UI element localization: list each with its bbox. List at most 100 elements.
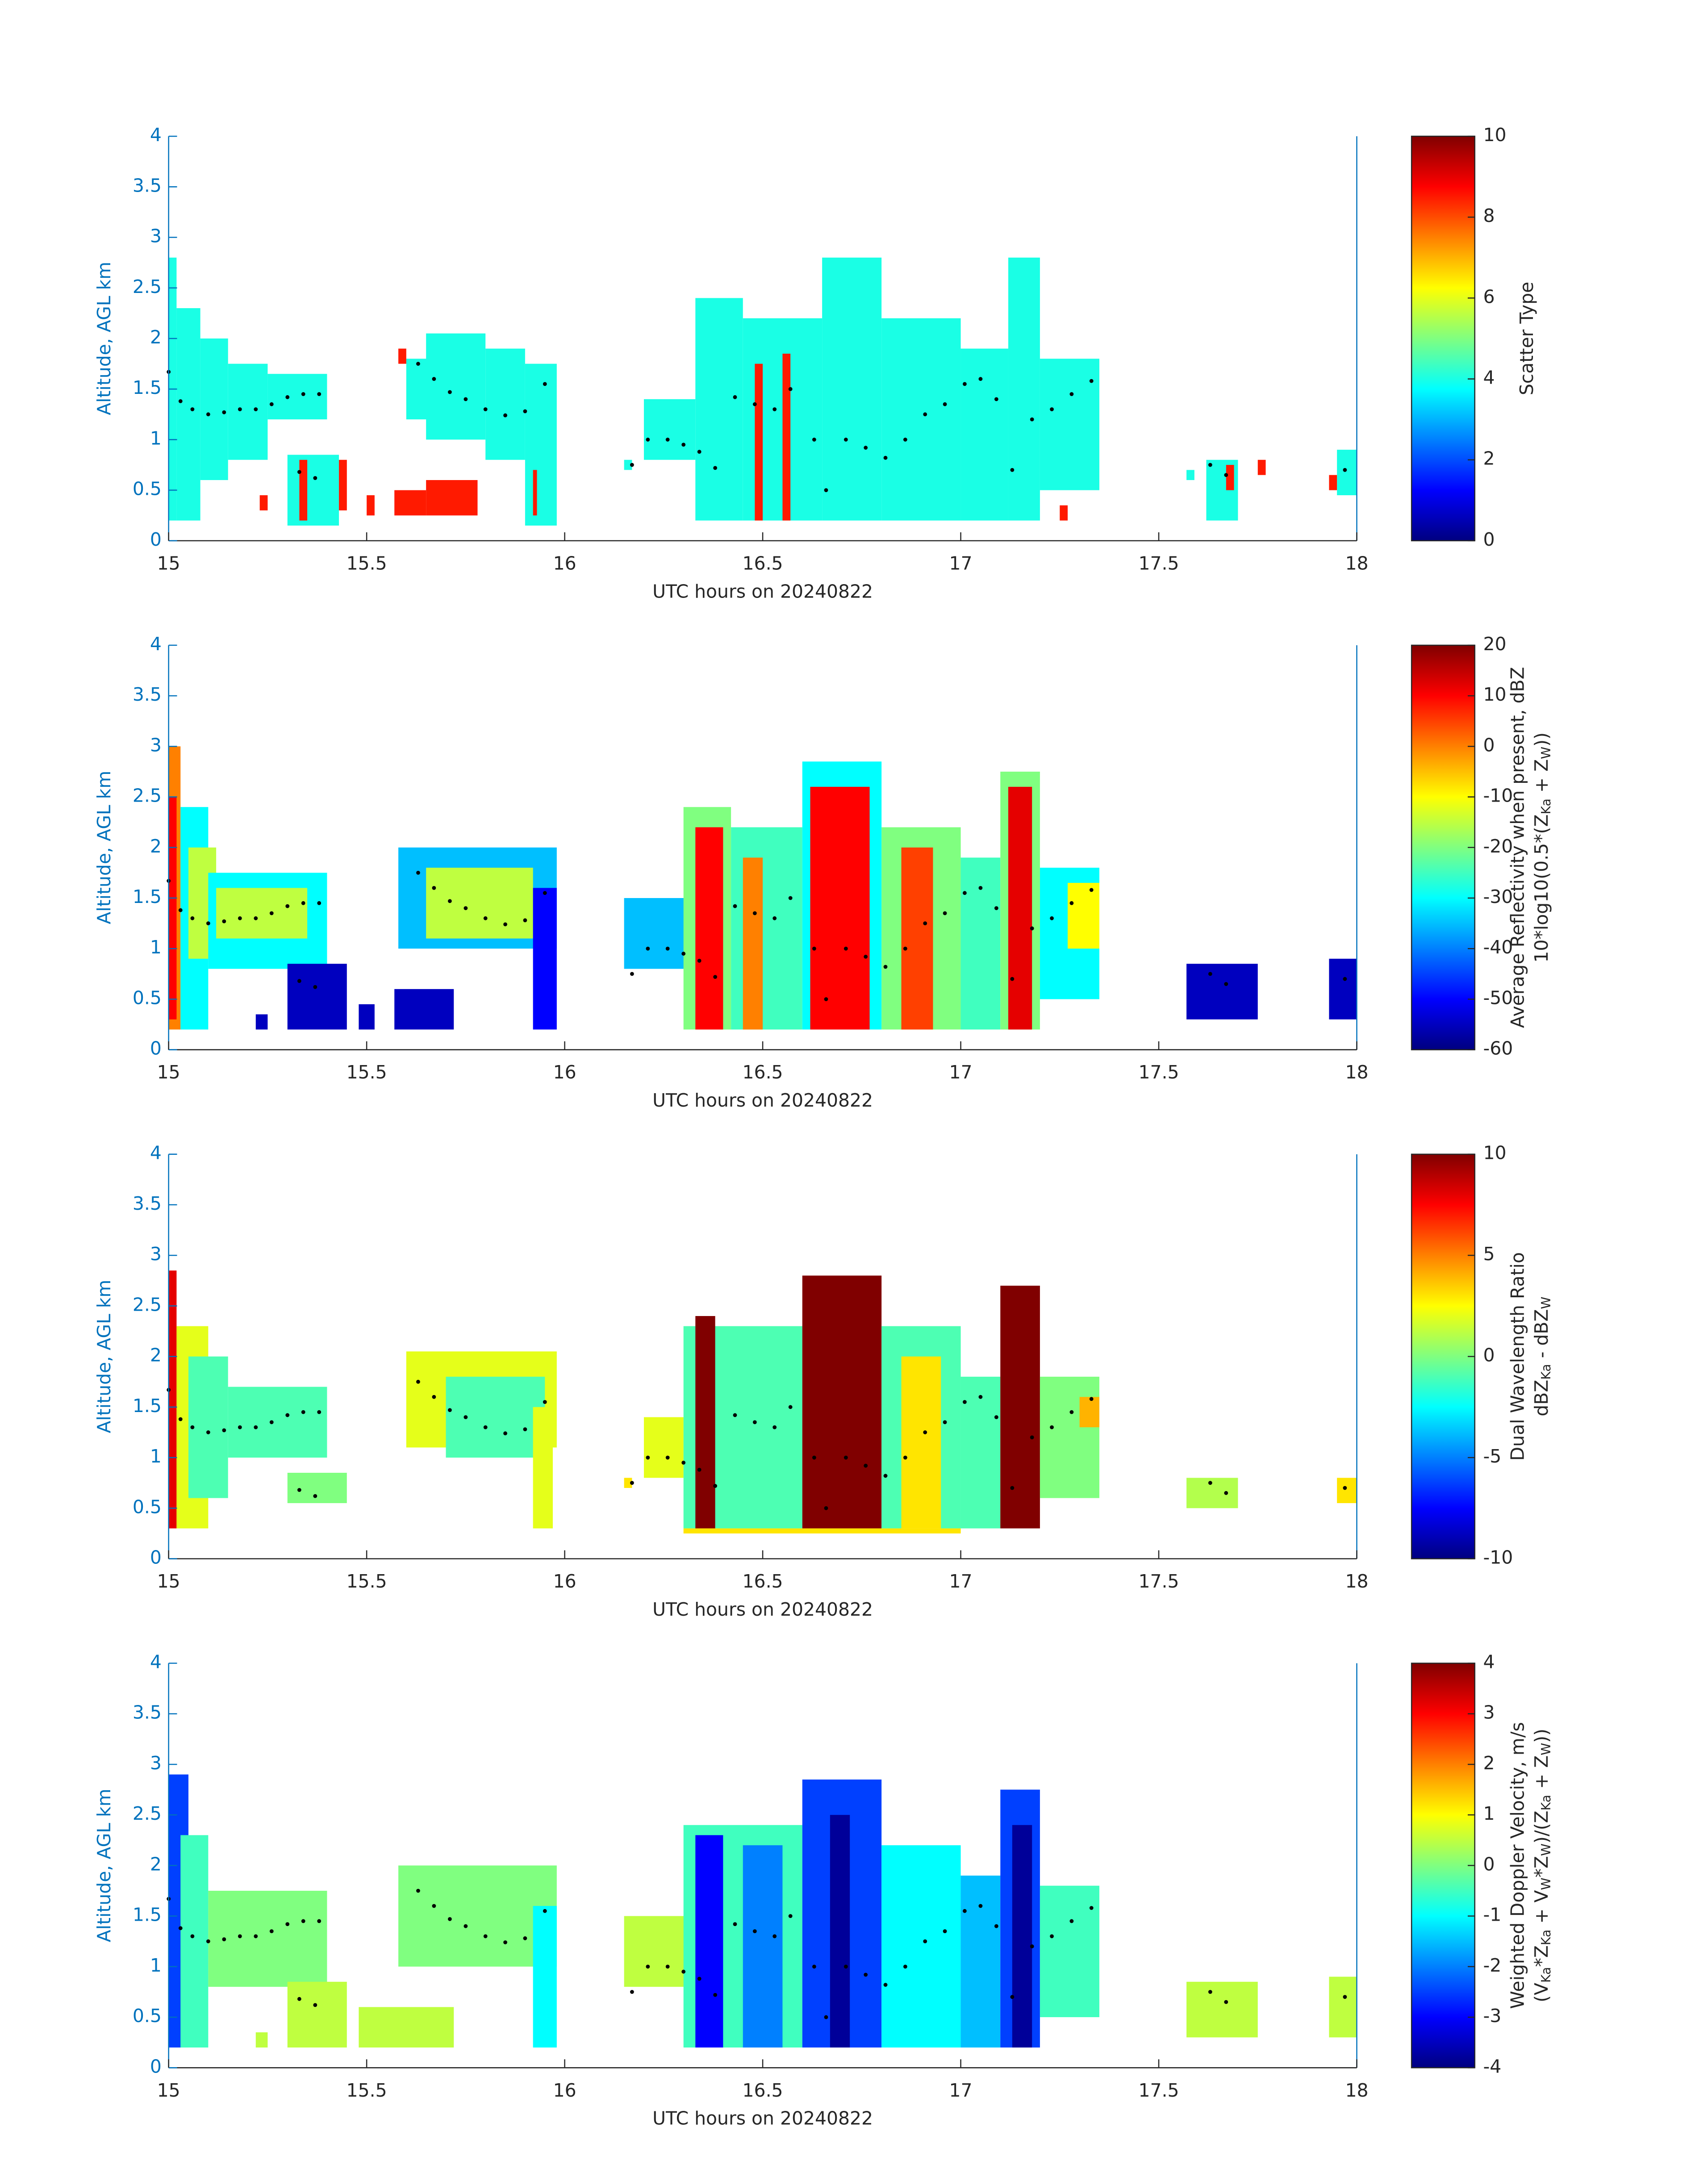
cloud-base-dot [773, 1425, 777, 1429]
echo-cell [228, 364, 268, 460]
echo-cell [359, 2007, 454, 2048]
y-tick-label: 3 [150, 734, 162, 756]
echo-cell [1226, 465, 1234, 490]
cloud-base-dot [1030, 417, 1034, 422]
echo-cell [398, 348, 406, 364]
cloud-base-dot [923, 412, 927, 417]
x-tick-label: 15 [157, 1061, 180, 1083]
cloud-base-dot [994, 1924, 998, 1928]
cloud-base-dot [864, 446, 868, 450]
cloud-base-dot [713, 466, 718, 470]
cloud-base-dot [1224, 473, 1228, 477]
label-part: Weighted Doppler Velocity, m/s [1507, 1722, 1528, 2009]
cloud-base-dot [630, 463, 634, 467]
y-tick-label: 3.5 [133, 1702, 162, 1723]
label-part: )/(Z [1531, 1810, 1552, 1843]
y-tick-label: 3 [150, 1752, 162, 1774]
echo-cell [830, 1815, 850, 2048]
cloud-base-dot [301, 392, 305, 396]
cloud-base-dot [190, 1425, 195, 1429]
cloud-base-dot [1224, 2000, 1228, 2004]
cloud-base-dot [503, 922, 507, 927]
echo-cell [1257, 460, 1266, 475]
label-part: - dBZ [1531, 1309, 1552, 1364]
colorbar-tick-label: 6 [1483, 286, 1495, 307]
x-tick-label: 15.5 [347, 1571, 387, 1592]
x-tick-label: 16.5 [743, 552, 783, 574]
cloud-base-dot [317, 392, 322, 396]
cloud-base-dot [788, 896, 793, 900]
echo-cell [810, 786, 870, 1030]
echo-cell [1040, 1885, 1099, 2018]
colorbar-label: (VKa*ZKa + VW*ZW)/(ZKa + ZW)) [1531, 1729, 1553, 2002]
cloud-base-dot [630, 1990, 634, 1994]
x-tick-label: 16 [553, 1571, 576, 1592]
cloud-base-dot [923, 921, 927, 926]
label-part: (V [1531, 1983, 1552, 2002]
echo-cell [208, 1891, 327, 1987]
cloud-base-dot [238, 407, 242, 411]
cloud-base-dot [238, 916, 242, 920]
x-tick-label: 18 [1345, 1061, 1368, 1083]
echo-cell [1000, 1286, 1040, 1529]
cloud-base-dot [978, 1904, 983, 1908]
echo-cell [533, 1407, 553, 1529]
cloud-base-dot [483, 1934, 488, 1939]
cloud-base-dot [222, 410, 226, 414]
cloud-base-dot [962, 891, 967, 895]
label-part: + Z [1531, 1755, 1552, 1795]
echo-cell [743, 1845, 783, 2048]
y-tick-label: 2 [150, 836, 162, 857]
cloud-base-dot [1208, 972, 1212, 976]
cloud-base-dot [844, 946, 848, 951]
colorbar-tick-label: 0 [1483, 734, 1495, 756]
colorbar-tick-label: -2 [1483, 1955, 1502, 1976]
y-tick-label: 2.5 [133, 1803, 162, 1824]
subscript: W [1539, 1878, 1554, 1890]
echo-cell [367, 495, 375, 516]
colorbar-label: Scatter Type [1516, 282, 1537, 395]
cloud-base-dot [903, 438, 907, 442]
cloud-base-dot [206, 412, 210, 417]
echo-cell [287, 1981, 347, 2048]
echo-cell [255, 1014, 268, 1030]
x-tick-label: 15 [157, 2080, 180, 2101]
cloud-base-dot [788, 1914, 793, 1918]
label-part: )) [1531, 1729, 1552, 1743]
cloud-base-dot [1343, 468, 1347, 472]
echo-cell [176, 308, 200, 521]
cloud-base-dot [844, 1455, 848, 1460]
cloud-base-dot [222, 1937, 226, 1942]
y-tick-label: 1 [150, 1446, 162, 1467]
x-tick-label: 17.5 [1138, 1061, 1179, 1083]
cloud-base-dot [665, 1964, 670, 1969]
cloud-base-dot [844, 438, 848, 442]
colorbar-label: Weighted Doppler Velocity, m/s [1507, 1722, 1528, 2009]
cloud-base-dot [503, 1940, 507, 1944]
colorbar-tick-label: 2 [1483, 1752, 1495, 1774]
y-tick-label: 3.5 [133, 1193, 162, 1214]
x-axis-label: UTC hours on 20240822 [652, 581, 873, 602]
cloud-base-dot [1208, 1990, 1212, 1994]
cloud-base-dot [697, 1467, 702, 1472]
x-tick-label: 17 [949, 1571, 973, 1592]
x-axis-label: UTC hours on 20240822 [652, 2108, 873, 2129]
cloud-base-dot [1030, 926, 1034, 931]
cloud-base-dot [1343, 977, 1347, 981]
subscript: Ka [1539, 1930, 1554, 1945]
cloud-base-dot [752, 1929, 757, 1933]
colorbar-label: Dual Wavelength Ratio [1507, 1252, 1528, 1461]
echo-cell [525, 364, 557, 526]
cloud-base-dot [943, 402, 947, 406]
echo-cell [1079, 1397, 1099, 1428]
cloud-base-dot [697, 1976, 702, 1981]
subscript: Ka [1539, 1795, 1554, 1810]
echo-cell [168, 797, 177, 1020]
cloud-base-dot [483, 407, 488, 411]
echo-cell [695, 1835, 723, 2048]
cloud-base-dot [681, 1460, 686, 1465]
y-axis-label: Altitude, AGL km [93, 1280, 115, 1433]
echo-cell [1186, 1981, 1258, 2038]
y-axis-label: Altitude, AGL km [93, 262, 115, 415]
cloud-base-dot [447, 1408, 452, 1412]
